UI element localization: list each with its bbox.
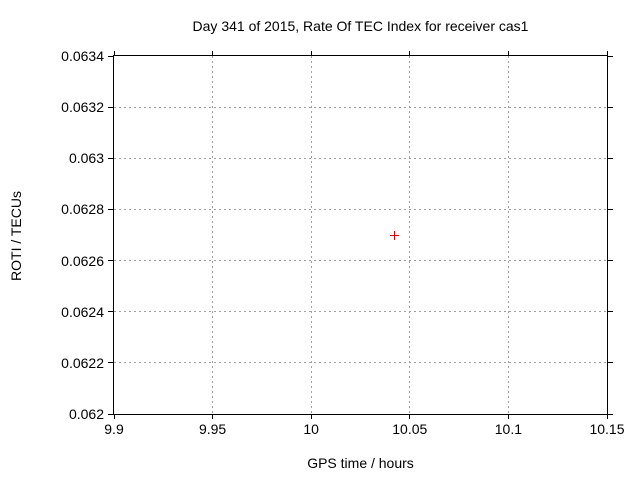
y-tick-mark-right <box>608 413 613 415</box>
x-tick-label: 10.1 <box>494 421 523 437</box>
y-tick-label: 0.0634 <box>61 48 104 64</box>
y-tick-label: 0.0626 <box>61 252 104 269</box>
grid-layer <box>114 56 607 414</box>
y-tick-label: 0.063 <box>68 150 104 167</box>
x-tick-mark-top <box>409 51 411 55</box>
y-gridline <box>114 106 607 108</box>
y-gridline <box>114 157 607 159</box>
plus-icon-vertical-bar <box>393 230 395 240</box>
y-tick-mark-left <box>108 55 113 57</box>
y-tick-mark-right <box>608 362 613 364</box>
y-tick-mark-right <box>608 106 613 108</box>
y-tick-mark-left <box>108 311 113 313</box>
y-tick-mark-right <box>608 260 613 262</box>
x-gridline <box>507 56 509 414</box>
y-gridline <box>114 362 607 364</box>
y-tick-label: 0.0628 <box>61 201 104 218</box>
y-tick-mark-right <box>608 311 613 313</box>
x-tick-mark-bottom <box>113 415 115 419</box>
x-tick-mark-top <box>310 51 312 55</box>
y-tick-mark-left <box>108 157 113 159</box>
y-tick-label: 0.062 <box>68 406 104 422</box>
x-tick-mark-bottom <box>606 415 608 419</box>
x-gridline <box>212 56 214 414</box>
y-gridline <box>114 208 607 210</box>
y-tick-label: 0.0622 <box>61 354 104 371</box>
x-axis-title: GPS time / hours <box>307 455 414 471</box>
plot-area <box>113 55 608 415</box>
x-tick-mark-bottom <box>409 415 411 419</box>
x-tick-mark-bottom <box>507 415 509 419</box>
x-tick-mark-bottom <box>212 415 214 419</box>
chart-title: Day 341 of 2015, Rate Of TEC Index for r… <box>192 18 529 34</box>
y-tick-mark-right <box>608 157 613 159</box>
y-tick-mark-left <box>108 362 113 364</box>
y-tick-mark-left <box>108 208 113 210</box>
y-gridline <box>114 260 607 262</box>
y-tick-mark-right <box>608 208 613 210</box>
x-tick-mark-top <box>113 51 115 55</box>
x-tick-label: 10.15 <box>589 421 625 437</box>
x-tick-label: 10 <box>303 421 319 437</box>
x-tick-mark-top <box>212 51 214 55</box>
y-tick-label: 0.0624 <box>61 303 104 320</box>
x-tick-mark-bottom <box>310 415 312 419</box>
y-gridline <box>114 311 607 313</box>
y-tick-label: 0.0632 <box>61 99 104 116</box>
x-gridline <box>310 56 312 414</box>
x-tick-label: 9.95 <box>198 421 227 437</box>
y-tick-mark-left <box>108 260 113 262</box>
data-point-marker <box>389 230 399 240</box>
x-tick-mark-top <box>507 51 509 55</box>
x-tick-mark-top <box>606 51 608 55</box>
x-tick-label: 9.9 <box>104 421 124 437</box>
y-tick-mark-left <box>108 106 113 108</box>
x-gridline <box>409 56 411 414</box>
y-tick-mark-right <box>608 55 613 57</box>
y-tick-mark-left <box>108 413 113 415</box>
x-tick-label: 10.05 <box>392 421 428 437</box>
